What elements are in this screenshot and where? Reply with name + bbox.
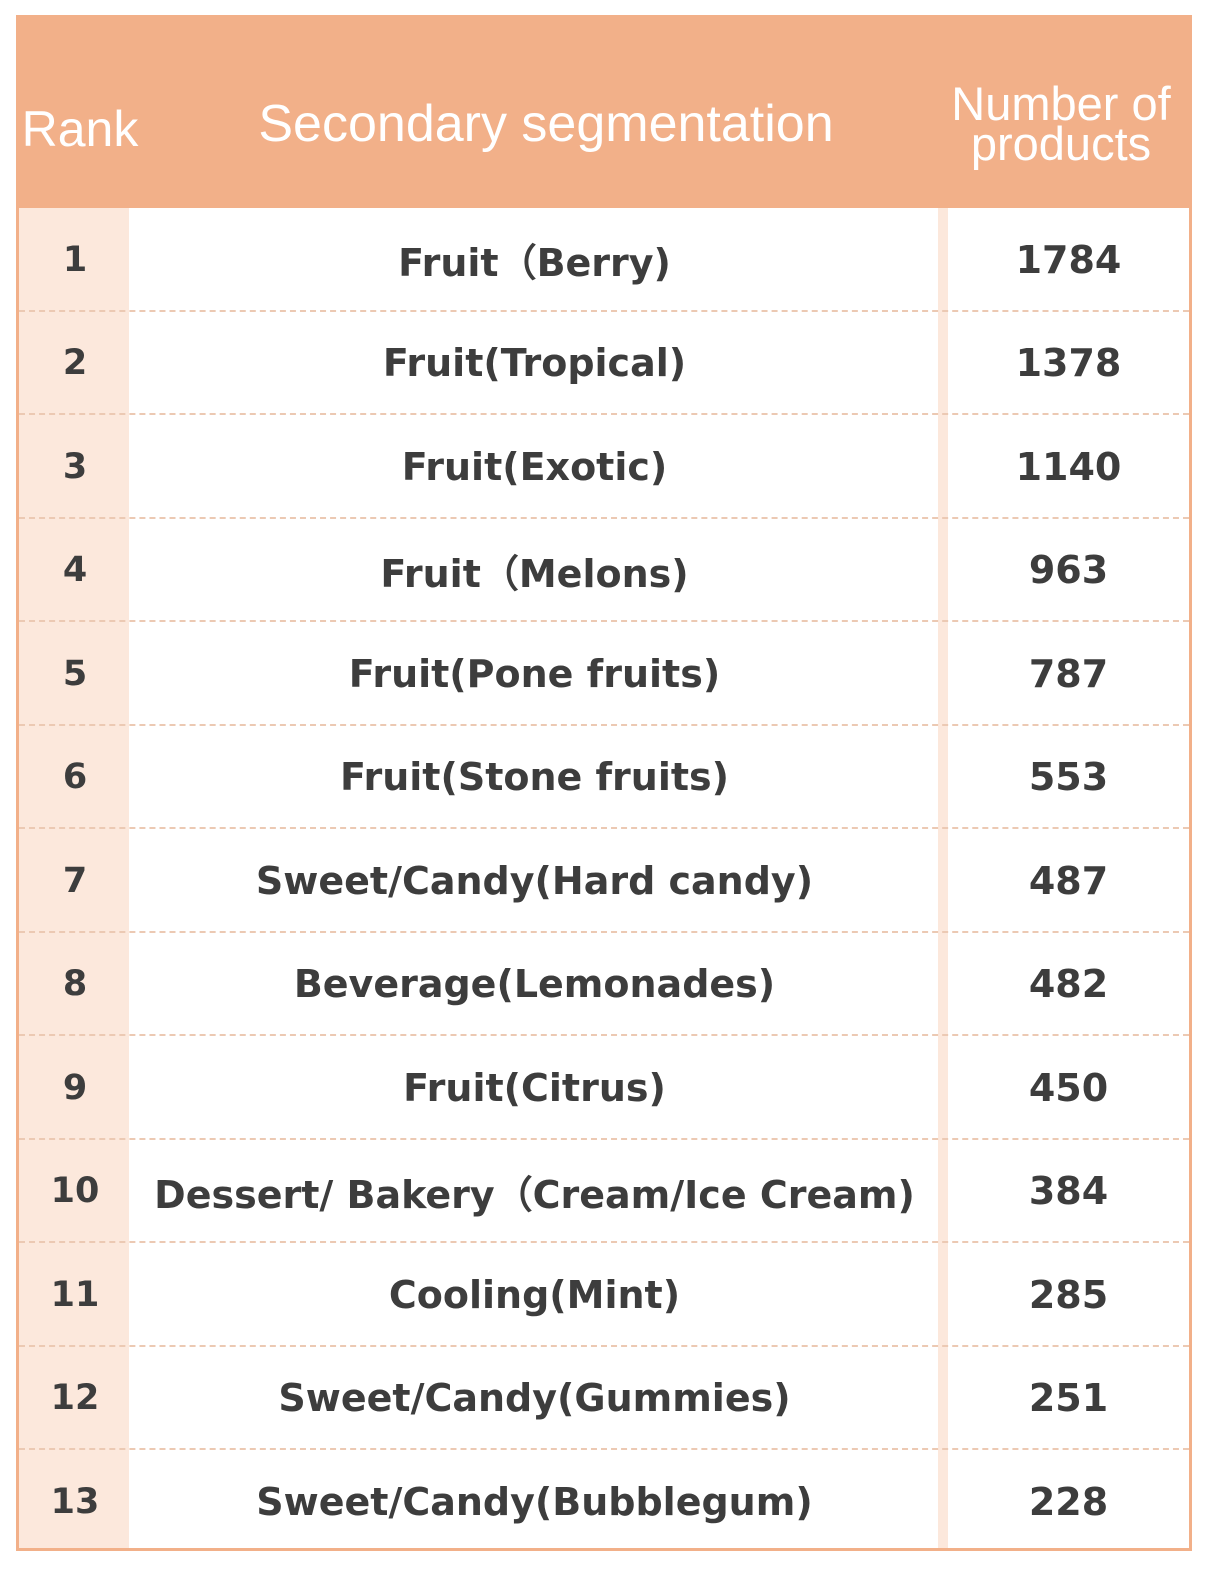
table-row: 3 Fruit(Exotic) 1140 (19, 415, 1189, 519)
rank-column-background (19, 208, 129, 1548)
segment-cell: Fruit（Berry) (398, 241, 671, 286)
table-row: 7 Sweet/Candy(Hard candy) 487 (19, 829, 1189, 933)
table-row: 8 Beverage(Lemonades) 482 (19, 933, 1189, 1036)
count-cell: 553 (1028, 755, 1109, 800)
rank-cell: 4 (62, 550, 88, 591)
rank-cell: 6 (62, 757, 88, 798)
rank-cell: 10 (50, 1171, 100, 1212)
row-separator (19, 309, 1189, 312)
count-cell: 1140 (1015, 444, 1122, 489)
table-row: 2 Fruit(Tropical) 1378 (19, 312, 1189, 415)
row-separator (19, 827, 1189, 829)
rank-cell: 12 (50, 1378, 100, 1419)
table-body: 1 Fruit（Berry) 1784 2 Fruit(Tropical) 1378 3 Fr… (19, 208, 1189, 1548)
segment-cell: Fruit(Pone fruits) (348, 651, 721, 696)
table-row: 9 Fruit(Citrus) 450 (19, 1036, 1189, 1140)
segment-cell: Dessert/ Bakery（Cream/Ice Cream) (154, 1172, 915, 1217)
rank-cell: 9 (62, 1067, 88, 1108)
table-row: 5 Fruit(Pone fruits) 787 (19, 622, 1189, 726)
table-row: 6 Fruit(Stone fruits) 553 (19, 726, 1189, 829)
column-divider (938, 208, 948, 1548)
row-separator (19, 1344, 1189, 1347)
segment-cell: Sweet/Candy(Bubblegum) (256, 1479, 813, 1524)
header-rank: Rank (21, 101, 139, 157)
row-separator (19, 516, 1189, 519)
count-cell: 487 (1028, 858, 1109, 903)
table-row: 1 Fruit（Berry) 1784 (19, 208, 1189, 312)
rank-cell: 2 (62, 343, 88, 384)
segment-cell: Beverage(Lemonades) (293, 962, 776, 1007)
row-separator (19, 1034, 1189, 1036)
rank-cell: 3 (62, 446, 88, 487)
segment-cell: Fruit（Melons) (380, 551, 689, 596)
count-cell: 450 (1028, 1065, 1109, 1110)
row-separator (19, 1137, 1189, 1140)
row-separator (19, 1448, 1189, 1450)
count-cell: 285 (1028, 1272, 1109, 1317)
table-row: 4 Fruit（Melons) 963 (19, 519, 1189, 622)
table-row: 11 Cooling(Mint) 285 (19, 1243, 1189, 1347)
rank-cell: 8 (62, 964, 88, 1005)
rank-cell: 5 (62, 653, 88, 694)
segment-cell: Fruit(Tropical) (382, 341, 687, 386)
rank-cell: 13 (50, 1481, 100, 1522)
table-row: 10 Dessert/ Bakery（Cream/Ice Cream) 384 (19, 1140, 1189, 1243)
count-cell: 384 (1028, 1169, 1109, 1214)
header-secondary-segmentation: Secondary segmentation (258, 95, 834, 153)
segment-cell: Sweet/Candy(Hard candy) (255, 858, 814, 903)
segment-cell: Sweet/Candy(Gummies) (278, 1376, 791, 1421)
count-cell: 1784 (1015, 237, 1122, 282)
header-number-of-products: Number of products (951, 77, 1171, 170)
data-table: Rank Secondary segmentation Number of pr… (16, 15, 1192, 1551)
count-cell: 251 (1028, 1376, 1109, 1421)
segment-cell: Fruit(Citrus) (403, 1065, 666, 1110)
table-row: 12 Sweet/Candy(Gummies) 251 (19, 1347, 1189, 1450)
table-row: 13 Sweet/Candy(Bubblegum) 228 (19, 1450, 1189, 1554)
row-separator (19, 930, 1189, 933)
segment-cell: Fruit(Stone fruits) (339, 755, 730, 800)
count-cell: 1378 (1015, 341, 1122, 386)
table-header: Rank Secondary segmentation Number of pr… (19, 18, 1189, 208)
rank-cell: 7 (62, 860, 88, 901)
row-separator (19, 1241, 1189, 1243)
segment-cell: Cooling(Mint) (388, 1272, 681, 1317)
segment-cell: Fruit(Exotic) (401, 444, 668, 489)
rank-cell: 1 (62, 239, 88, 280)
count-cell: 787 (1028, 651, 1109, 696)
count-cell: 228 (1028, 1479, 1109, 1524)
row-separator (19, 723, 1189, 726)
row-separator (19, 413, 1189, 415)
count-cell: 482 (1028, 962, 1109, 1007)
rank-cell: 11 (50, 1274, 100, 1315)
count-cell: 963 (1028, 548, 1109, 593)
row-separator (19, 620, 1189, 622)
